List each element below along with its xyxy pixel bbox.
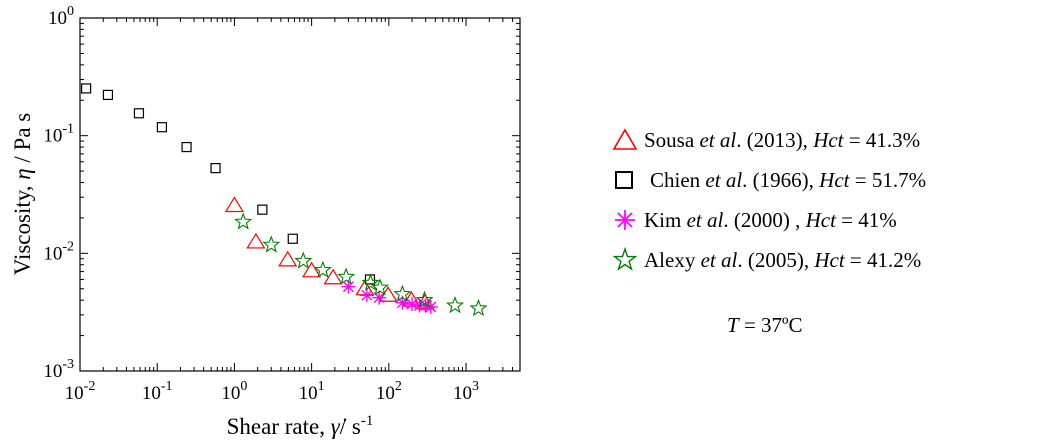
square-point <box>156 122 167 133</box>
square-point <box>181 141 192 153</box>
asterisk-point <box>423 299 438 314</box>
square-point <box>210 163 221 174</box>
legend-item-alexy: Alexy et al. (2005), Hct = 41.2% <box>612 240 1052 280</box>
x-tick-label: 10-1 <box>142 379 173 404</box>
star-marker-icon <box>612 247 638 271</box>
legend-label: Kim et al. (2000) , Hct = 41% <box>644 207 897 232</box>
star-point <box>294 251 313 269</box>
x-tick-label: 102 <box>376 379 402 404</box>
y-tick-labels: 100 10-1 10-2 10-3 <box>43 4 74 382</box>
star-point <box>469 298 488 317</box>
y-tick-label: 10-2 <box>43 239 74 264</box>
chart-legend: Sousa et al. (2013), Hct = 41.3% Chien e… <box>612 120 1052 280</box>
axis-ticks <box>79 17 521 372</box>
x-tick-labels: 10-2 10-1 100 101 102 103 <box>65 379 479 404</box>
star-point <box>445 295 465 314</box>
legend-item-sousa: Sousa et al. (2013), Hct = 41.3% <box>612 120 1052 160</box>
plot-frame <box>79 17 521 372</box>
triangle-point <box>302 261 322 278</box>
star-point <box>337 267 356 285</box>
triangle-point <box>323 268 343 285</box>
x-tick-label: 10-2 <box>65 379 96 404</box>
star-point <box>415 290 434 308</box>
square-point <box>81 83 92 94</box>
triangle-point <box>246 232 266 249</box>
x-axis-title: Shear rate, γ̇/ s-1 <box>227 413 374 439</box>
legend-label: Alexy et al. (2005), Hct = 41.2% <box>644 247 922 272</box>
asterisk-point <box>359 288 374 303</box>
y-tick-label: 10-3 <box>43 357 74 382</box>
legend-label: Sousa et al. (2013), Hct = 41.3% <box>644 127 921 152</box>
triangle-point <box>224 196 244 213</box>
triangle-marker-icon <box>612 128 638 150</box>
legend-label: Chien et al. (1966), Hct = 51.7% <box>650 167 927 192</box>
triangle-point <box>278 250 298 267</box>
star-point <box>370 278 390 296</box>
square-point <box>287 233 298 244</box>
star-point <box>393 284 412 302</box>
star-point <box>313 260 332 278</box>
star-point <box>262 235 281 253</box>
square-marker-icon <box>615 171 633 189</box>
asterisk-marker-icon <box>615 210 635 230</box>
asterisk-point <box>341 279 356 294</box>
square-point <box>133 108 145 119</box>
legend-item-kim: Kim et al. (2000) , Hct = 41% <box>612 200 1052 240</box>
legend-item-chien: Chien et al. (1966), Hct = 51.7% <box>612 160 1052 200</box>
x-tick-label: 100 <box>221 379 247 404</box>
star-point <box>234 212 253 230</box>
data-points <box>81 83 488 317</box>
star-point <box>361 273 380 291</box>
square-point <box>257 204 268 215</box>
y-axis-title: Viscosity, η / Pa s <box>10 113 35 276</box>
x-tick-label: 103 <box>453 379 479 404</box>
y-tick-label: 10-1 <box>43 122 74 147</box>
y-tick-label: 100 <box>48 4 74 29</box>
temperature-annotation: T = 37ºC <box>727 313 803 337</box>
square-point <box>364 274 376 285</box>
square-point <box>102 89 114 101</box>
x-tick-label: 101 <box>299 379 325 404</box>
